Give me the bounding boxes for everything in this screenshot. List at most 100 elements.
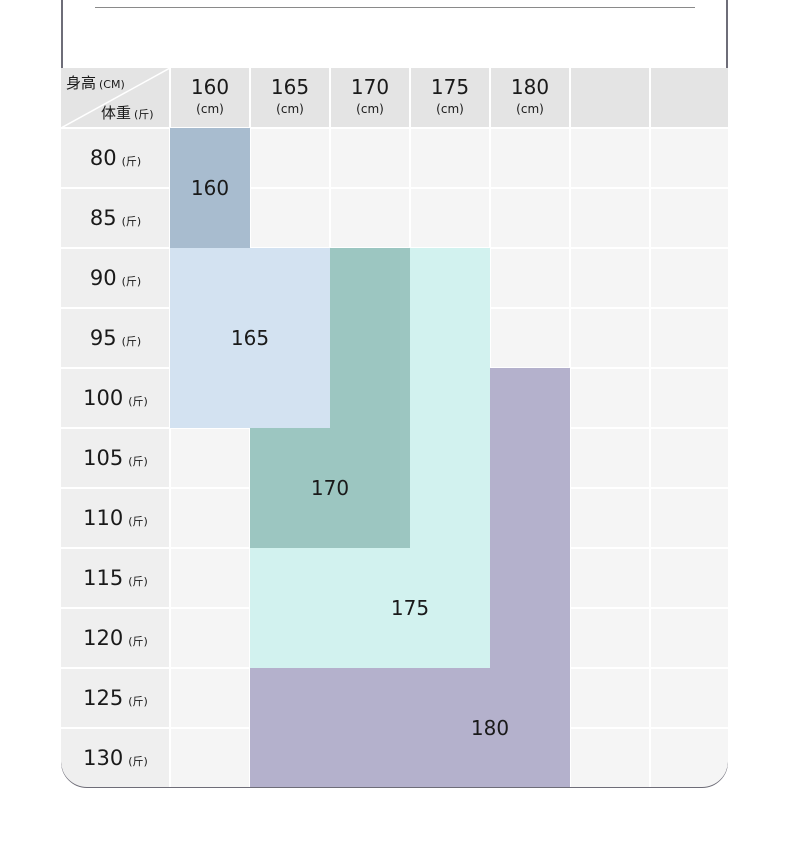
height-header-empty-5 [570, 68, 650, 128]
weight-unit: (斤) [121, 335, 142, 348]
size-region-180-cell [490, 368, 570, 428]
size-region-180-cell [250, 668, 330, 728]
weight-value: 105 [83, 446, 124, 470]
table-cell [170, 608, 250, 668]
height-value: 175 [430, 75, 470, 99]
weight-value: 100 [83, 386, 124, 410]
table-cell [650, 488, 728, 548]
size-region-175-cell [250, 548, 330, 608]
size-region-160-cell [170, 188, 250, 248]
table-cell [410, 188, 490, 248]
grid-line [61, 127, 728, 129]
size-region-165-cell [170, 368, 250, 428]
weight-unit: (斤) [128, 395, 148, 408]
weight-label-125: 125 (斤) [61, 668, 170, 728]
table-cell [570, 728, 650, 787]
table-cell [490, 128, 570, 188]
table-cell [330, 188, 410, 248]
size-region-170-cell [330, 488, 410, 548]
weight-label-90: 90 (斤) [61, 248, 170, 308]
weight-value: 85 [89, 206, 117, 230]
height-axis-label: 身高 (CM) [66, 74, 125, 92]
table-cell [650, 428, 728, 488]
size-region-180-cell [330, 728, 410, 787]
table-cell [170, 728, 250, 787]
table-cell [650, 668, 728, 728]
weight-label-85: 85 (斤) [61, 188, 170, 248]
table-cell [650, 728, 728, 787]
size-region-180-cell [490, 728, 570, 787]
size-region-175-cell [410, 248, 490, 308]
corner-header: 身高 (CM) 体重 (斤) [61, 68, 170, 128]
table-cell [490, 248, 570, 308]
table-cell [650, 128, 728, 188]
size-region-165-cell [170, 248, 250, 308]
weight-label-95: 95 (斤) [61, 308, 170, 368]
weight-label-80: 80 (斤) [61, 128, 170, 188]
weight-unit: (斤) [128, 695, 148, 708]
size-region-165-cell [250, 368, 330, 428]
weight-value: 95 [89, 326, 117, 350]
grid-line [729, 68, 731, 788]
size-region-180-cell [410, 668, 490, 728]
height-unit: (cm) [276, 102, 304, 116]
size-region-180-cell [250, 728, 330, 787]
weight-unit: (斤) [128, 635, 148, 648]
table-cell [250, 128, 330, 188]
height-value: 165 [270, 75, 310, 99]
table-cell [570, 488, 650, 548]
table-cell [570, 128, 650, 188]
weight-label-105: 105 (斤) [61, 428, 170, 488]
size-region-170-cell [330, 368, 410, 428]
size-region-170-cell [250, 488, 330, 548]
height-value: 170 [350, 75, 390, 99]
height-unit: (cm) [356, 102, 384, 116]
height-unit: (cm) [516, 102, 544, 116]
size-region-175-cell [330, 608, 410, 668]
weight-unit: (斤) [128, 575, 148, 588]
size-region-175-cell [250, 608, 330, 668]
table-cell [650, 608, 728, 668]
size-region-170-cell [330, 308, 410, 368]
size-region-180-cell [490, 548, 570, 608]
weight-label-115: 115 (斤) [61, 548, 170, 608]
table-cell [490, 308, 570, 368]
table-cell [570, 248, 650, 308]
height-value: 160 [190, 75, 230, 99]
table-cell [570, 428, 650, 488]
size-region-175-cell [410, 488, 490, 548]
size-region-160-cell [170, 128, 250, 188]
size-region-175-cell [410, 548, 490, 608]
table-cell [170, 428, 250, 488]
top-divider [95, 7, 695, 8]
height-header-empty-6 [650, 68, 728, 128]
size-region-170-cell [250, 428, 330, 488]
size-region-175-cell [410, 368, 490, 428]
weight-axis-label: 体重 (斤) [101, 104, 154, 122]
height-header-170: 170 (cm) [330, 68, 410, 128]
weight-unit: (斤) [128, 755, 148, 768]
table-cell [650, 248, 728, 308]
table-cell [330, 128, 410, 188]
weight-value: 125 [83, 686, 124, 710]
weight-value: 90 [89, 266, 117, 290]
height-header-160: 160 (cm) [170, 68, 250, 128]
weight-unit: (斤) [121, 275, 142, 288]
size-region-180-cell [490, 428, 570, 488]
table-cell [570, 668, 650, 728]
weight-label-130: 130 (斤) [61, 728, 170, 787]
size-label-180: 180 [470, 716, 510, 740]
table-cell [570, 368, 650, 428]
weight-label-110: 110 (斤) [61, 488, 170, 548]
size-region-175-cell [410, 608, 490, 668]
size-region-165-cell [170, 308, 250, 368]
table-cell [570, 308, 650, 368]
size-region-165-cell [250, 308, 330, 368]
table-cell [170, 668, 250, 728]
weight-value: 115 [83, 566, 124, 590]
height-unit: (cm) [436, 102, 464, 116]
weight-value: 130 [83, 746, 124, 770]
table-cell [650, 548, 728, 608]
table-cell [250, 188, 330, 248]
